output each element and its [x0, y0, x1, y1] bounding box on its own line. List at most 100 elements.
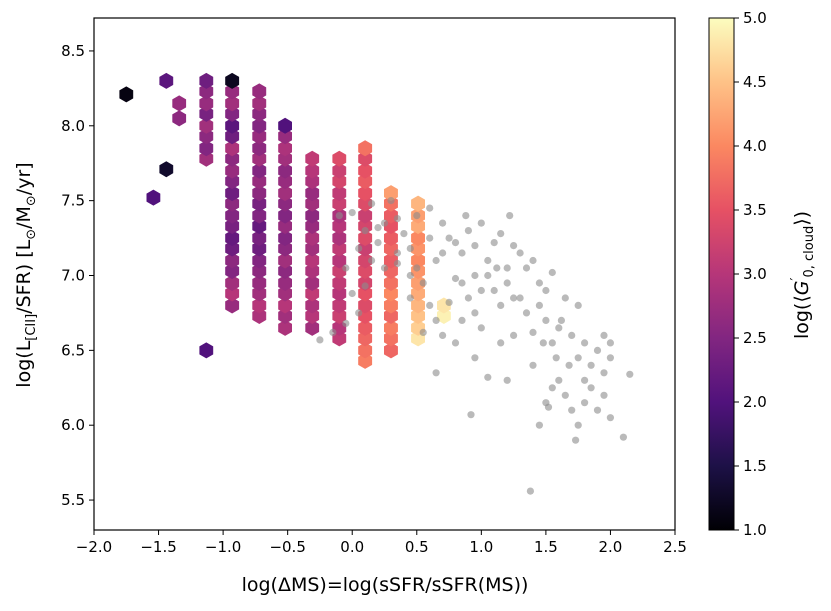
x-tick-label: 1.5 — [534, 538, 558, 556]
hexbin-cell — [383, 342, 398, 359]
hexbin-cell — [358, 140, 373, 157]
gray-data-point — [542, 316, 550, 324]
gray-data-point — [426, 234, 434, 242]
gray-data-point — [503, 279, 511, 287]
hexbin-cell — [358, 173, 373, 190]
gray-data-point — [467, 411, 475, 419]
gray-data-point — [462, 212, 470, 220]
gray-data-point — [568, 406, 576, 414]
hexbin-cell — [332, 297, 347, 314]
gray-data-point — [413, 212, 421, 220]
hexbin-cell — [252, 117, 267, 134]
gray-data-point — [581, 339, 589, 347]
y-tick-label: 8.5 — [61, 42, 85, 60]
gray-data-point — [335, 212, 343, 220]
gray-data-point — [368, 200, 376, 208]
hexbin-cell — [225, 230, 240, 247]
gray-data-point — [509, 294, 518, 302]
y-tick-label: 6.5 — [61, 341, 85, 359]
gray-data-point — [581, 399, 589, 407]
hexbin-cell — [278, 207, 293, 224]
gray-data-point — [471, 242, 479, 250]
gray-data-point — [516, 249, 524, 257]
hexbin-cell — [305, 162, 320, 179]
hexbin-cell — [252, 307, 267, 324]
x-tick-label: −2.0 — [76, 538, 112, 556]
hexbin-cell — [436, 307, 451, 324]
gray-data-point — [439, 219, 447, 227]
gray-data-point — [548, 268, 556, 277]
gray-data-point — [606, 414, 615, 422]
hexbin-cell — [278, 140, 293, 157]
hexbin-cell — [411, 307, 426, 324]
gray-data-point — [600, 391, 608, 399]
hexbin-cell — [252, 274, 267, 291]
hexbin-cell — [305, 185, 320, 202]
hexbin-cell — [159, 72, 174, 89]
hexbin-cell — [252, 105, 267, 122]
hexbin-cell — [159, 161, 174, 178]
hexbin-cell — [225, 263, 240, 280]
colorbar-label: log(⟨G′0, cloud⟩) — [789, 211, 817, 339]
gray-data-point — [535, 301, 544, 309]
gray-data-point — [506, 212, 514, 220]
hexbin-cell — [225, 72, 240, 89]
hexbin-cell — [358, 252, 373, 269]
hexbin-cell — [383, 307, 398, 324]
hexbin-cell — [358, 330, 373, 347]
hexbin-cell — [278, 128, 293, 145]
gray-data-point — [529, 256, 537, 265]
colorbar-tick-label: 1.0 — [743, 521, 767, 539]
gray-data-point — [606, 339, 615, 347]
hexbin-cell — [252, 162, 267, 179]
hexbin-cell — [225, 140, 240, 157]
x-tick-label: −1.5 — [140, 538, 176, 556]
hexbin-cell — [305, 274, 320, 291]
hexbin-cell — [252, 95, 267, 112]
gray-data-point — [471, 309, 479, 317]
hexbin-cell — [225, 240, 240, 257]
hexbin-cell — [305, 319, 320, 336]
gray-data-point — [374, 224, 382, 232]
hexbin-cell — [252, 252, 267, 269]
gray-data-point — [490, 286, 498, 295]
gray-data-point — [464, 294, 472, 302]
gray-data-point — [555, 376, 563, 384]
hexbin-cell — [305, 173, 320, 190]
gray-data-point — [419, 279, 427, 287]
hexbin-cell — [332, 240, 347, 257]
gray-data-point — [432, 369, 440, 377]
hexbin-cell — [278, 162, 293, 179]
gray-data-point — [406, 271, 414, 280]
gray-data-point — [419, 328, 427, 336]
gray-data-point — [426, 301, 434, 309]
gray-data-point — [561, 391, 569, 399]
hexbin-cell — [278, 307, 293, 324]
hexbin-cell — [305, 297, 320, 314]
gray-data-point — [374, 239, 382, 247]
gray-data-point — [439, 249, 447, 257]
y-axis-ticks: 5.5 6.0 6.5 7.0 7.5 8.0 8.5 — [61, 42, 94, 509]
gray-data-point — [458, 249, 466, 257]
hexbin-cell — [278, 263, 293, 280]
colorbar-ticks: 1.0 1.5 2.0 2.5 3.0 3.5 4.0 4.5 5.0 — [734, 9, 767, 539]
hexbin-cell — [252, 150, 267, 167]
gray-data-point — [539, 339, 547, 347]
gray-data-point — [464, 227, 472, 235]
hexbin-cell — [278, 117, 293, 134]
colorbar-tick-label: 1.5 — [743, 457, 767, 475]
hexbin-cell — [225, 162, 240, 179]
gray-data-point — [516, 294, 524, 302]
gray-data-point — [544, 403, 553, 411]
gray-data-point — [503, 264, 511, 272]
gray-data-point — [342, 319, 350, 327]
hexbin-layer — [119, 72, 451, 369]
hexbin-cell — [358, 319, 373, 336]
hexbin-cell — [332, 285, 347, 302]
hexbin-cell — [252, 185, 267, 202]
hexbin-cell — [278, 185, 293, 202]
gray-data-point — [548, 384, 556, 392]
colorbar-tick-label: 5.0 — [743, 9, 767, 27]
hexbin-cell — [225, 195, 240, 212]
hexbin-cell — [305, 307, 320, 324]
